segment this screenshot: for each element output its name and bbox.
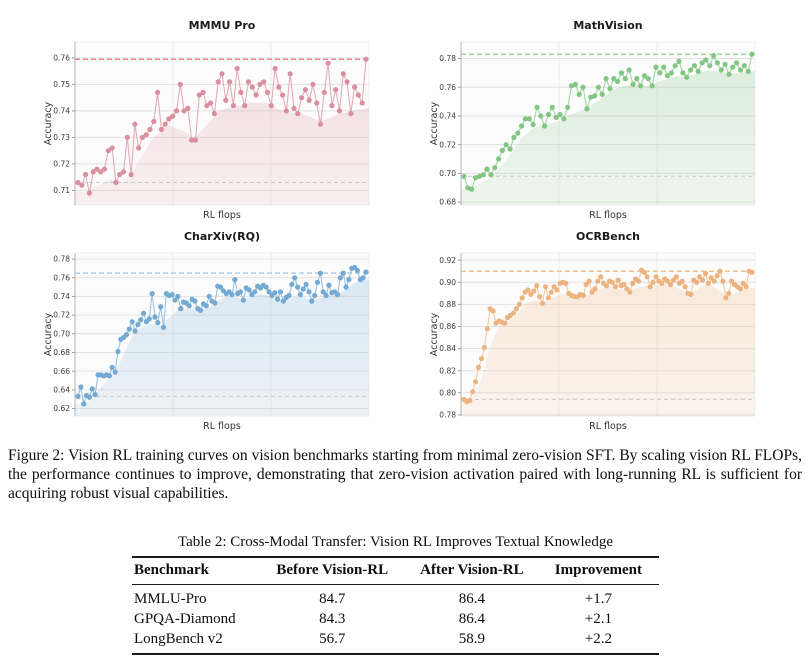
y-axis-label: Accuracy [43,312,54,356]
x-axis-label: RL flops [589,210,627,221]
benchmark-table: Benchmark Before Vision-RL After Vision-… [132,556,659,655]
improvement-value: +1.7 [584,591,612,607]
column-header-before-vision-rl: Before Vision-RL [258,557,407,585]
figure-caption: Figure 2: Vision RL training curves on v… [8,447,802,502]
svg-text:0.80: 0.80 [439,388,456,397]
svg-text:0.66: 0.66 [53,367,70,376]
mathvision-plot: 0.68 0.70 0.72 0.74 0.76 0.78 MathVision RL flo… [429,19,756,221]
svg-text:0.73: 0.73 [53,133,70,142]
svg-text:0.76: 0.76 [53,273,70,282]
svg-text:0.72: 0.72 [53,160,70,169]
table-row: GPQA-Diamond 84.3 86.4 +2.1 [132,609,659,629]
svg-text:0.70: 0.70 [53,329,70,338]
after-value: 86.4 [458,611,486,627]
svg-text:0.90: 0.90 [439,278,456,287]
chart-ocrbench: 0.78 0.80 0.82 0.84 0.86 0.88 0.90 0.92 OCRBench… [428,227,768,432]
svg-text:0.92: 0.92 [439,256,456,265]
benchmark-name: LongBench v2 [134,631,223,647]
svg-text:0.62: 0.62 [53,404,70,413]
figure-2-charts: 0.71 0.72 0.73 0.74 0.75 0.76 MMMU Pro RL flops… [42,16,768,432]
before-value: 56.7 [319,631,346,647]
table-2: Table 2: Cross-Modal Transfer: Vision RL… [132,533,659,655]
chart-mmmu-pro: 0.71 0.72 0.73 0.74 0.75 0.76 MMMU Pro RL flops… [42,16,382,221]
x-axis-label: RL flops [203,210,241,221]
chart-title: CharXiv(RQ) [184,230,260,243]
svg-text:0.71: 0.71 [53,186,70,195]
y-axis-label: Accuracy [43,101,54,145]
before-value: 84.7 [319,591,346,607]
svg-text:0.75: 0.75 [53,80,70,89]
column-header-improvement: Improvement [537,557,659,585]
table-caption: Table 2: Cross-Modal Transfer: Vision RL… [177,534,613,550]
column-header-benchmark: Benchmark [132,557,259,585]
table-row: MMLU-Pro 84.7 86.4 +1.7 [132,585,659,610]
ocrbench-plot: 0.78 0.80 0.82 0.84 0.86 0.88 0.90 0.92 OCRBench… [429,230,756,432]
svg-text:0.76: 0.76 [53,54,70,63]
x-axis-label: RL flops [203,421,241,432]
svg-text:0.88: 0.88 [439,300,456,309]
svg-text:0.74: 0.74 [53,107,70,116]
x-axis-label: RL flops [589,421,627,432]
chart-charxiv-rq: 0.62 0.64 0.66 0.68 0.70 0.72 0.74 0.76 0.78 Char… [42,227,382,432]
svg-text:0.84: 0.84 [439,344,456,353]
svg-text:0.64: 0.64 [53,385,70,394]
mmmu-pro-plot: 0.71 0.72 0.73 0.74 0.75 0.76 MMMU Pro RL flops… [43,19,370,221]
svg-text:0.74: 0.74 [53,292,70,301]
column-header-after-vision-rl: After Vision-RL [406,557,538,585]
svg-text:0.70: 0.70 [439,169,456,178]
chart-title: OCRBench [576,230,640,243]
before-value: 84.3 [319,611,346,627]
svg-text:0.82: 0.82 [439,366,456,375]
charxiv-rq-plot: 0.62 0.64 0.66 0.68 0.70 0.72 0.74 0.76 0.78 Char… [43,230,370,432]
svg-text:0.86: 0.86 [439,322,456,331]
svg-text:0.72: 0.72 [439,140,456,149]
svg-text:0.72: 0.72 [53,311,70,320]
y-axis-label: Accuracy [429,101,440,145]
chart-mathvision: 0.68 0.70 0.72 0.74 0.76 0.78 MathVision RL flo… [428,16,768,221]
table-row: LongBench v2 56.7 58.9 +2.2 [132,629,659,654]
svg-text:0.78: 0.78 [53,255,70,264]
svg-text:0.74: 0.74 [439,112,456,121]
svg-text:0.76: 0.76 [439,83,456,92]
improvement-value: +2.2 [584,631,612,647]
improvement-value: +2.1 [584,611,612,627]
chart-title: MMMU Pro [189,19,256,32]
benchmark-name: MMLU-Pro [134,591,207,607]
svg-text:0.78: 0.78 [439,54,456,63]
svg-text:0.68: 0.68 [439,198,456,207]
after-value: 58.9 [458,631,486,647]
after-value: 86.4 [458,591,486,607]
chart-title: MathVision [573,19,642,32]
table-header-row: Benchmark Before Vision-RL After Vision-… [132,557,659,585]
svg-text:0.78: 0.78 [439,410,456,419]
benchmark-name: GPQA-Diamond [134,611,236,627]
svg-text:0.68: 0.68 [53,348,70,357]
y-axis-label: Accuracy [429,312,440,356]
